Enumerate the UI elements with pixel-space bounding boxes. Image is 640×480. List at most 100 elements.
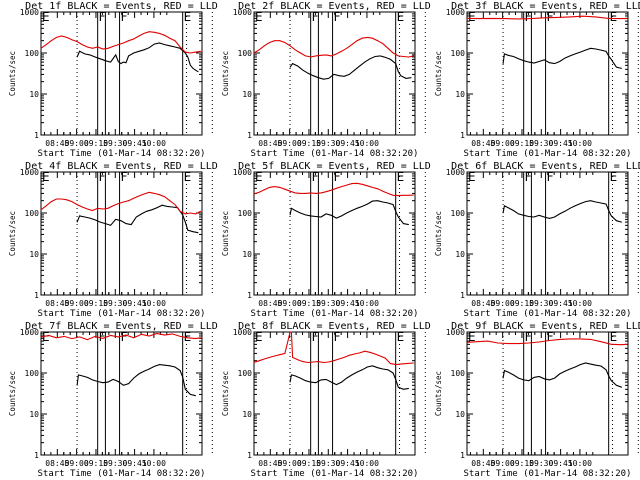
chart-panel-4: Det 4f BLACK = Events, RED = LLD 1 10 100 10… [8, 161, 218, 319]
x-tick-label: 10:00 [568, 299, 592, 308]
data-point [559, 61, 561, 62]
chart-title: Det 9f BLACK = Events, RED = LLD [451, 321, 640, 332]
data-point [372, 37, 373, 39]
chart-panel-7: Det 7f BLACK = Events, RED = LLD 1 10 100 10… [8, 321, 218, 479]
data-point [608, 55, 610, 57]
data-point [564, 57, 566, 59]
x-axis-label: Start Time (01-Mar-14 08:32:20) [251, 309, 419, 319]
data-point [590, 363, 591, 365]
data-point [346, 212, 348, 214]
data-point [504, 370, 505, 371]
data-point [138, 373, 140, 375]
chart-panel-2: Det 2f BLACK = Events, RED = LLD 1 10 100 10… [221, 1, 431, 159]
x-tick-label: 10:00 [568, 459, 592, 468]
x-axis-label: Start Time (01-Mar-14 08:32:20) [464, 469, 632, 479]
x-tick-label: 10:00 [355, 459, 379, 468]
data-point [626, 18, 628, 19]
data-point [413, 194, 415, 196]
data-point [120, 63, 122, 64]
data-point [405, 78, 407, 79]
data-point [143, 33, 145, 34]
data-point [595, 364, 597, 366]
data-point [379, 355, 381, 357]
data-point [356, 207, 358, 209]
data-point [40, 209, 42, 211]
y-tick-label: 1 [34, 291, 39, 300]
data-point [610, 343, 612, 345]
data-point [50, 40, 52, 42]
data-point [153, 43, 155, 45]
data-point [579, 338, 581, 340]
series-line-events [502, 362, 622, 388]
data-point [263, 45, 265, 47]
data-point [574, 366, 576, 368]
y-tick-label: 100 [451, 369, 466, 378]
y-axis-label: Counts/sec [434, 211, 443, 256]
data-point [341, 215, 342, 217]
x-tick-label: 09:00 [278, 299, 302, 308]
y-tick-label: 10 [242, 90, 252, 99]
data-point [138, 195, 140, 197]
data-point [156, 207, 158, 209]
data-point [502, 63, 504, 64]
data-point [310, 381, 312, 383]
data-point [323, 362, 324, 363]
data-point [403, 56, 404, 57]
interval-marker-label: E [468, 330, 476, 344]
data-point [56, 198, 57, 200]
interval-marker-label: F [334, 10, 341, 24]
chart-title: Det 8f BLACK = Events, RED = LLD [238, 321, 431, 332]
data-point [148, 31, 150, 33]
x-tick-label: 09:45 [336, 139, 360, 148]
data-point [297, 359, 299, 361]
data-point [169, 37, 171, 39]
data-point [528, 380, 530, 382]
data-point [174, 46, 176, 48]
data-point [338, 358, 340, 360]
data-point [174, 40, 176, 42]
interval-marker-label: F [99, 330, 106, 344]
data-point [518, 377, 519, 379]
x-tick-label: 09:15 [84, 299, 108, 308]
data-point [81, 44, 83, 45]
data-point [366, 185, 368, 187]
data-point [585, 49, 586, 51]
plot-frame [253, 171, 416, 296]
data-point [392, 204, 394, 205]
data-point [269, 187, 270, 188]
x-tick-label: 09:30 [529, 299, 553, 308]
data-point [369, 351, 371, 353]
data-point [330, 381, 332, 383]
data-point [258, 360, 260, 362]
data-point [117, 44, 119, 45]
data-point [310, 192, 312, 194]
y-tick-label: 10 [29, 410, 39, 419]
data-point [143, 49, 145, 51]
data-point [110, 335, 111, 336]
series-line-events [289, 200, 409, 226]
x-axis-label: Start Time (01-Mar-14 08:32:20) [464, 149, 632, 159]
x-tick-label: 10:00 [355, 299, 379, 308]
chart-title: Det 2f BLACK = Events, RED = LLD [238, 1, 431, 12]
interval-marker-label: E [184, 10, 192, 24]
data-point [502, 377, 504, 379]
x-tick-label: 09:15 [84, 459, 108, 468]
data-point [543, 378, 545, 380]
data-point [274, 355, 275, 357]
data-point [135, 216, 137, 218]
x-tick-label: 09:30 [103, 299, 127, 308]
data-point [79, 336, 80, 338]
plot-frame [466, 331, 629, 456]
x-tick-label: 09:00 [278, 139, 302, 148]
data-point [148, 368, 150, 370]
data-point [81, 206, 83, 208]
data-point [289, 66, 291, 68]
data-point [492, 18, 494, 19]
data-point [400, 363, 402, 365]
data-point [300, 52, 301, 54]
data-point [507, 371, 509, 373]
interval-marker-label: E [610, 170, 618, 184]
data-point [123, 42, 124, 44]
y-tick-label: 1000 [446, 328, 465, 337]
data-point [117, 203, 119, 204]
